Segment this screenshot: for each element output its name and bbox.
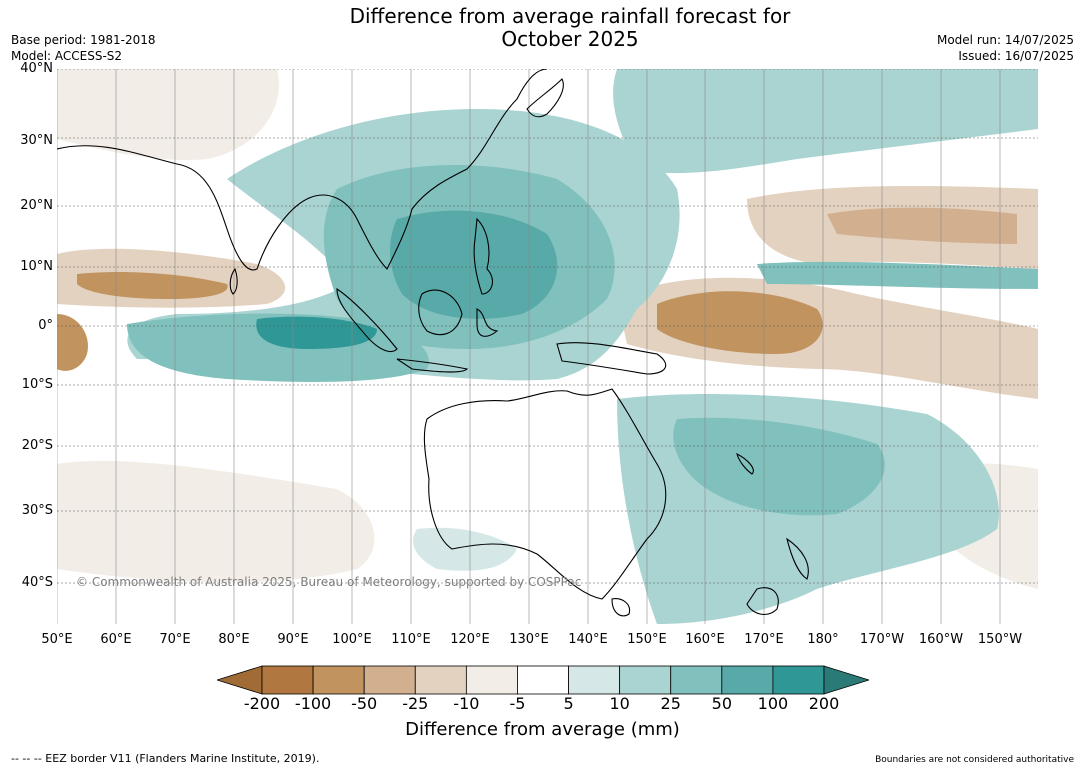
lat-label: 10°N xyxy=(20,259,53,274)
lon-label: 50°E xyxy=(41,632,73,647)
lon-label: 70°E xyxy=(159,632,191,647)
lon-label: 90°E xyxy=(277,632,309,647)
colorbar xyxy=(217,665,869,695)
lon-label: 160°E xyxy=(685,632,725,647)
colorbar-swatch xyxy=(721,665,774,695)
colorbar-swatch xyxy=(517,665,569,695)
lat-label: 40°N xyxy=(20,61,53,76)
base-period: Base period: 1981-2018 xyxy=(11,33,156,47)
lon-label: 150°E xyxy=(627,632,667,647)
lat-label: 0° xyxy=(38,318,53,333)
model-name: Model: ACCESS-S2 xyxy=(11,49,123,63)
dry-region-north-pacific-core xyxy=(827,207,1017,244)
wet-region-maritime-center xyxy=(390,210,558,319)
colorbar-tick-label: 200 xyxy=(808,694,840,713)
chart-title: Difference from average rainfall forecas… xyxy=(290,5,850,51)
run-info: Model run: 14/07/2025 Issued: 16/07/2025 xyxy=(937,32,1074,64)
lon-label: 160°W xyxy=(918,632,964,647)
lat-label: 30°N xyxy=(20,133,53,148)
colorbar-tick-label: -5 xyxy=(509,694,526,713)
colorbar-swatch xyxy=(363,665,416,695)
title-line-2: October 2025 xyxy=(501,27,639,51)
india-sri-lanka xyxy=(229,267,238,295)
lon-label: 100°E xyxy=(332,632,372,647)
new-zealand-south xyxy=(746,587,779,615)
colorbar-extend-low xyxy=(217,665,263,695)
lat-label: 30°S xyxy=(21,503,53,518)
sulawesi-coast xyxy=(476,308,499,337)
dry-region-central-pacific-core xyxy=(657,291,823,354)
copyright-notice: © Commonwealth of Australia 2025, Bureau… xyxy=(76,575,582,589)
lat-label: 20°N xyxy=(20,198,53,213)
wet-region-equatorial-indian-core xyxy=(256,316,377,349)
colorbar-swatch xyxy=(465,665,518,695)
lat-label: 40°S xyxy=(21,575,53,590)
dry-region-north-west xyxy=(57,69,279,160)
title-line-1: Difference from average rainfall forecas… xyxy=(349,4,791,28)
lon-label: 170°E xyxy=(744,632,784,647)
base-info: Base period: 1981-2018 Model: ACCESS-S2 xyxy=(11,32,156,64)
boundary-disclaimer: Boundaries are not considered authoritat… xyxy=(875,755,1074,765)
colorbar-swatch xyxy=(670,665,723,695)
graticule xyxy=(57,69,1038,584)
new-guinea-coast xyxy=(556,342,667,375)
wet-region-eastern-strip xyxy=(757,261,1038,289)
colorbar-title: Difference from average (mm) xyxy=(405,719,680,740)
asia-mainland xyxy=(57,69,548,271)
lon-label: 150°W xyxy=(977,632,1023,647)
lon-label: 120°E xyxy=(450,632,490,647)
lon-label: 130°E xyxy=(509,632,549,647)
lat-label: 10°S xyxy=(21,377,53,392)
wet-region-east-australia-core xyxy=(673,417,885,516)
lon-label: 180° xyxy=(807,632,839,647)
lon-label: 140°E xyxy=(568,632,608,647)
colorbar-swatches xyxy=(217,665,869,695)
rainfall-anomaly-map xyxy=(57,69,1038,624)
wet-region-southwest-australia xyxy=(413,527,517,571)
colorbar-tick-label: 10 xyxy=(609,694,630,713)
colorbar-labels: -200 -100 -50 -25 -10 -5 5 10 25 50 100 200 xyxy=(217,694,869,716)
lon-label: 170°W xyxy=(859,632,905,647)
colorbar-tick-label: 5 xyxy=(563,694,574,713)
new-zealand-north xyxy=(786,537,809,580)
colorbar-swatch xyxy=(312,665,365,695)
colorbar-tick-label: -200 xyxy=(243,694,281,713)
lon-label: 80°E xyxy=(218,632,250,647)
colorbar-swatch xyxy=(414,665,467,695)
new-caledonia xyxy=(736,452,754,475)
dry-region-southern-ocean xyxy=(57,460,375,583)
wet-region-north-pacific xyxy=(613,69,1038,174)
issued-date: Issued: 16/07/2025 xyxy=(958,49,1074,63)
lat-label: 20°S xyxy=(21,438,53,453)
java-coast xyxy=(396,358,469,373)
sumatra-coast xyxy=(336,287,398,353)
tasmania-coast xyxy=(611,598,631,617)
dry-region-west-equatorial xyxy=(57,314,88,371)
dry-region-indian-ocean-core xyxy=(77,272,228,299)
colorbar-swatch xyxy=(772,665,825,695)
colorbar-tick-label: -50 xyxy=(351,694,378,713)
australia-coast xyxy=(423,388,667,600)
colorbar-extend-high xyxy=(823,665,869,695)
colorbar-swatch xyxy=(261,665,314,695)
coastlines xyxy=(57,69,809,617)
colorbar-tick-label: 100 xyxy=(757,694,789,713)
lon-label: 60°E xyxy=(100,632,132,647)
colorbar-tick-label: -25 xyxy=(402,694,429,713)
japan-coast xyxy=(526,78,564,118)
eez-note: -- -- -- EEZ border V11 (Flanders Marine… xyxy=(11,752,320,765)
philippines-coast xyxy=(473,217,493,295)
colorbar-tick-label: 25 xyxy=(660,694,681,713)
model-run: Model run: 14/07/2025 xyxy=(936,33,1074,47)
map-canvas xyxy=(57,69,1038,624)
lon-label: 110°E xyxy=(391,632,431,647)
meridians xyxy=(57,69,1001,624)
borneo-coast xyxy=(418,289,463,336)
colorbar-swatch xyxy=(619,665,672,695)
colorbar-tick-label: -100 xyxy=(294,694,332,713)
colorbar-swatch xyxy=(568,665,621,695)
colorbar-tick-label: -10 xyxy=(453,694,480,713)
colorbar-tick-label: 50 xyxy=(711,694,732,713)
